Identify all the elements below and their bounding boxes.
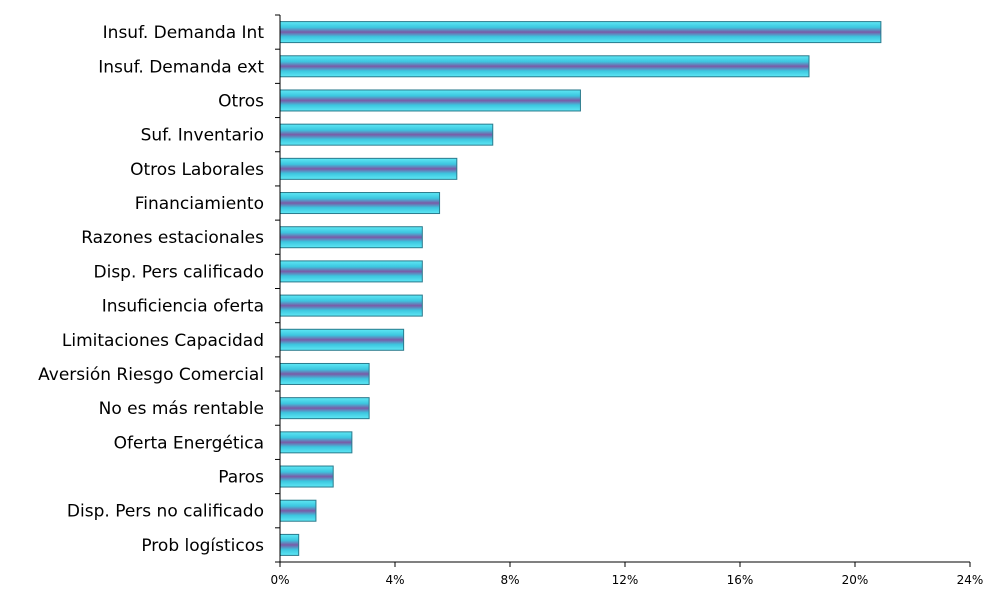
- bars-group: [279, 21, 882, 556]
- x-tick-label: 12%: [612, 573, 639, 587]
- x-tick-label: 20%: [842, 573, 869, 587]
- x-tick-labels: 0% 4% 8% 12% 16% 20% 24%: [270, 573, 983, 587]
- category-label: Limitaciones Capacidad: [62, 331, 264, 351]
- category-label: Disp. Pers no calificado: [67, 502, 264, 522]
- bar-9: [279, 328, 405, 351]
- bar-11: [279, 397, 370, 420]
- bar-4: [279, 157, 458, 180]
- bar-7: [279, 260, 423, 283]
- bar-15: [279, 533, 300, 556]
- category-label: Razones estacionales: [81, 228, 264, 248]
- bar-6: [279, 226, 423, 249]
- category-label: Oferta Energética: [114, 433, 264, 453]
- axes-group: [275, 14, 971, 567]
- x-tick-label: 16%: [727, 573, 754, 587]
- category-label: Otros: [218, 91, 264, 111]
- bar-0: [279, 21, 882, 44]
- bar-14: [279, 499, 317, 522]
- bar-12: [279, 431, 353, 454]
- category-label: Otros Laborales: [130, 160, 264, 180]
- category-label: Suf. Inventario: [141, 126, 264, 146]
- category-label: No es más rentable: [99, 399, 264, 419]
- bar-2: [279, 89, 581, 112]
- bar-13: [279, 465, 334, 488]
- category-label: Insuficiencia oferta: [102, 297, 264, 317]
- category-label: Insuf. Demanda ext: [98, 57, 264, 77]
- category-label: Financiamiento: [135, 194, 264, 214]
- bar-1: [279, 55, 810, 78]
- bar-3: [279, 123, 494, 146]
- x-tick-label: 4%: [385, 573, 404, 587]
- category-labels: Insuf. Demanda Int Insuf. Demanda ext Otro…: [38, 23, 264, 556]
- category-label: Prob logísticos: [141, 536, 264, 556]
- category-label: Disp. Pers calificado: [94, 262, 265, 282]
- bar-10: [279, 362, 370, 385]
- category-label: Insuf. Demanda Int: [103, 23, 265, 43]
- x-tick-label: 0%: [270, 573, 289, 587]
- bar-5: [279, 192, 441, 215]
- category-label: Aversión Riesgo Comercial: [38, 365, 264, 385]
- x-tick-label: 8%: [500, 573, 519, 587]
- category-label: Paros: [218, 468, 264, 488]
- bar-8: [279, 294, 423, 317]
- x-tick-label: 24%: [957, 573, 984, 587]
